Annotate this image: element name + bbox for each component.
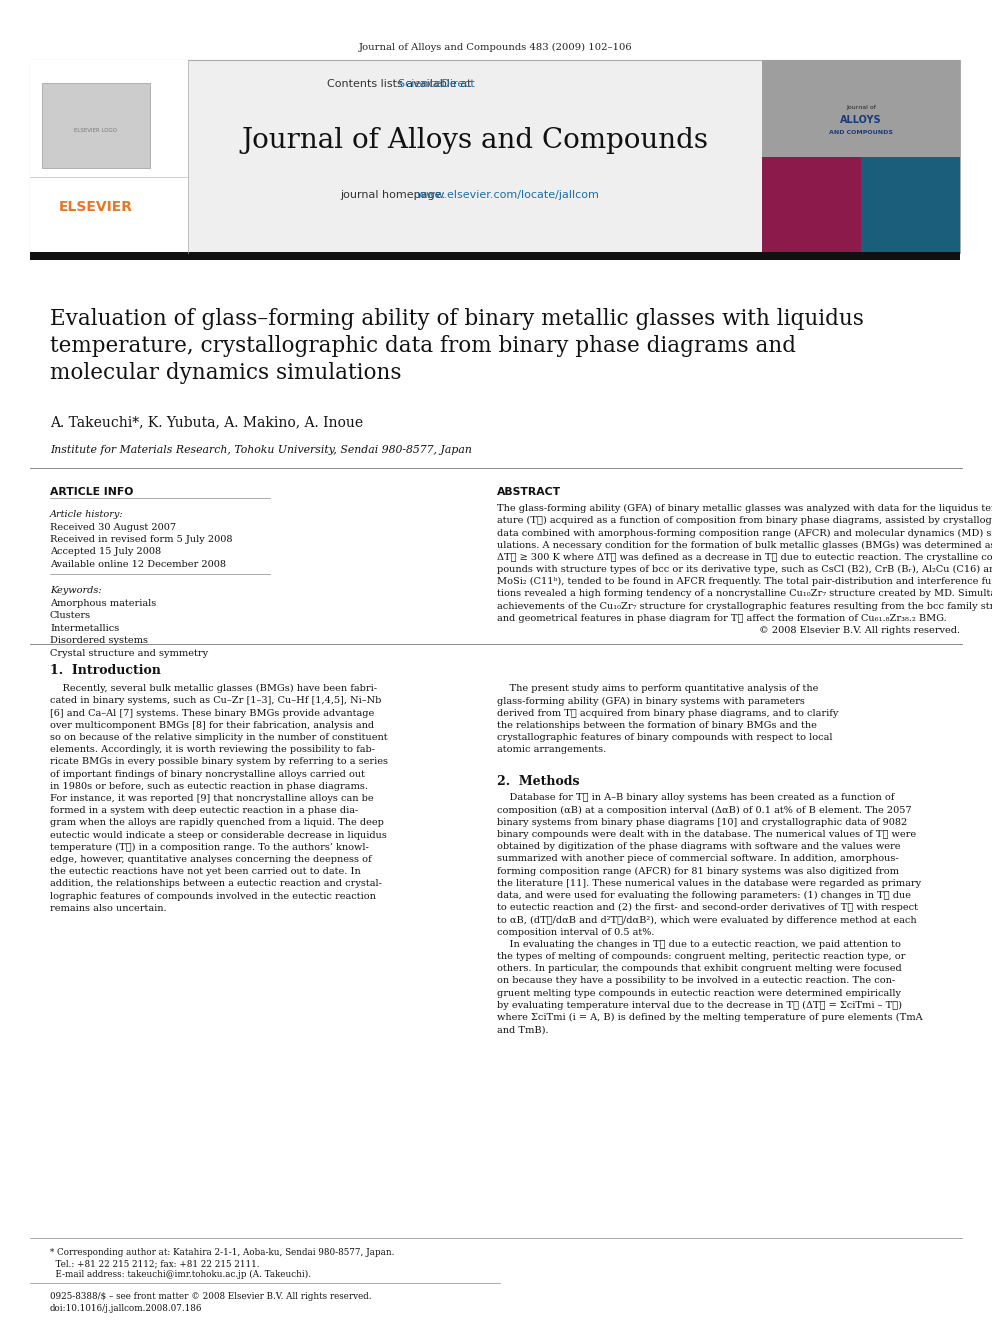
- Text: ΔTℓ ≥ 300 K where ΔTℓ was defined as a decrease in Tℓ due to eutectic reaction. : ΔTℓ ≥ 300 K where ΔTℓ was defined as a d…: [497, 553, 992, 562]
- Text: by evaluating temperature interval due to the decrease in Tℓ (ΔTℓ = ΣciTmi – Tℓ): by evaluating temperature interval due t…: [497, 1000, 902, 1009]
- Text: of important findings of binary noncrystalline alloys carried out: of important findings of binary noncryst…: [50, 770, 365, 779]
- Text: tions revealed a high forming tendency of a noncrystalline Cu₁₀Zr₇ structure cre: tions revealed a high forming tendency o…: [497, 590, 992, 598]
- Text: Disordered systems: Disordered systems: [50, 636, 148, 646]
- Text: ABSTRACT: ABSTRACT: [497, 487, 561, 497]
- Text: Available online 12 December 2008: Available online 12 December 2008: [50, 560, 226, 569]
- Text: The present study aims to perform quantitative analysis of the: The present study aims to perform quanti…: [497, 684, 818, 693]
- Text: to eutectic reaction and (2) the first- and second-order derivatives of Tℓ with : to eutectic reaction and (2) the first- …: [497, 904, 918, 913]
- Bar: [762, 60, 960, 157]
- Text: edge, however, quantitative analyses concerning the deepness of: edge, however, quantitative analyses con…: [50, 855, 372, 864]
- Text: obtained by digitization of the phase diagrams with software and the values were: obtained by digitization of the phase di…: [497, 843, 901, 851]
- Text: the types of melting of compounds: congruent melting, peritectic reaction type, : the types of melting of compounds: congr…: [497, 953, 906, 960]
- Text: Evaluation of glass–forming ability of binary metallic glasses with liquidus
tem: Evaluation of glass–forming ability of b…: [50, 308, 864, 384]
- Text: AND COMPOUNDS: AND COMPOUNDS: [829, 130, 893, 135]
- Text: Database for Tℓ in A–B binary alloy systems has been created as a function of: Database for Tℓ in A–B binary alloy syst…: [497, 794, 895, 803]
- Text: In evaluating the changes in Tℓ due to a eutectic reaction, we paid attention to: In evaluating the changes in Tℓ due to a…: [497, 939, 901, 949]
- Text: remains also uncertain.: remains also uncertain.: [50, 904, 167, 913]
- Text: pounds with structure types of bcc or its derivative type, such as CsCl (B2), Cr: pounds with structure types of bcc or it…: [497, 565, 992, 574]
- Text: 1.  Introduction: 1. Introduction: [50, 664, 161, 677]
- Text: Crystal structure and symmetry: Crystal structure and symmetry: [50, 648, 208, 658]
- Text: eutectic would indicate a steep or considerable decrease in liquidus: eutectic would indicate a steep or consi…: [50, 831, 387, 840]
- Text: www.elsevier.com/locate/jallcom: www.elsevier.com/locate/jallcom: [340, 191, 599, 200]
- Text: For instance, it was reported [9] that noncrystalline alloys can be: For instance, it was reported [9] that n…: [50, 794, 374, 803]
- Text: ELSEVIER: ELSEVIER: [59, 200, 133, 214]
- Text: ScienceDirect: ScienceDirect: [294, 79, 475, 89]
- Text: gruent melting type compounds in eutectic reaction were determined empirically: gruent melting type compounds in eutecti…: [497, 988, 901, 998]
- Text: binary compounds were dealt with in the database. The numerical values of Tℓ wer: binary compounds were dealt with in the …: [497, 830, 917, 839]
- Bar: [42, 83, 150, 168]
- Bar: [30, 60, 960, 253]
- Text: ature (Tℓ) acquired as a function of composition from binary phase diagrams, ass: ature (Tℓ) acquired as a function of com…: [497, 516, 992, 525]
- Text: binary systems from binary phase diagrams [10] and crystallographic data of 9082: binary systems from binary phase diagram…: [497, 818, 908, 827]
- Text: Tel.: +81 22 215 2112; fax: +81 22 215 2111.: Tel.: +81 22 215 2112; fax: +81 22 215 2…: [50, 1259, 260, 1267]
- Text: Received in revised form 5 July 2008: Received in revised form 5 July 2008: [50, 536, 232, 544]
- Text: ARTICLE INFO: ARTICLE INFO: [50, 487, 133, 497]
- Text: The glass-forming ability (GFA) of binary metallic glasses was analyzed with dat: The glass-forming ability (GFA) of binar…: [497, 504, 992, 513]
- Text: Contents lists available at: Contents lists available at: [327, 79, 475, 89]
- Text: Clusters: Clusters: [50, 611, 91, 620]
- Bar: [861, 157, 960, 253]
- Text: temperature (Tℓ) in a composition range. To the authors’ knowl-: temperature (Tℓ) in a composition range.…: [50, 843, 369, 852]
- Text: Journal of Alloys and Compounds 483 (2009) 102–106: Journal of Alloys and Compounds 483 (200…: [359, 42, 633, 52]
- Text: composition interval of 0.5 at%.: composition interval of 0.5 at%.: [497, 927, 655, 937]
- Text: addition, the relationships between a eutectic reaction and crystal-: addition, the relationships between a eu…: [50, 880, 382, 889]
- Text: gram when the alloys are rapidly quenched from a liquid. The deep: gram when the alloys are rapidly quenche…: [50, 819, 384, 827]
- Text: elements. Accordingly, it is worth reviewing the possibility to fab-: elements. Accordingly, it is worth revie…: [50, 745, 375, 754]
- Text: ricate BMGs in every possible binary system by referring to a series: ricate BMGs in every possible binary sys…: [50, 757, 388, 766]
- Text: and geometrical features in phase diagram for Tℓ affect the formation of Cu₆₁.₈Z: and geometrical features in phase diagra…: [497, 614, 946, 623]
- Text: cated in binary systems, such as Cu–Zr [1–3], Cu–Hf [1,4,5], Ni–Nb: cated in binary systems, such as Cu–Zr […: [50, 696, 381, 705]
- Text: Article history:: Article history:: [50, 509, 124, 519]
- Text: Recently, several bulk metallic glasses (BMGs) have been fabri-: Recently, several bulk metallic glasses …: [50, 684, 377, 693]
- Text: ALLOYS: ALLOYS: [840, 115, 882, 124]
- Text: derived from Tℓ acquired from binary phase diagrams, and to clarify: derived from Tℓ acquired from binary pha…: [497, 709, 838, 717]
- Text: the eutectic reactions have not yet been carried out to date. In: the eutectic reactions have not yet been…: [50, 867, 361, 876]
- Text: data combined with amorphous-forming composition range (AFCR) and molecular dyna: data combined with amorphous-forming com…: [497, 528, 992, 537]
- Text: glass-forming ability (GFA) in binary systems with parameters: glass-forming ability (GFA) in binary sy…: [497, 696, 805, 705]
- Text: Accepted 15 July 2008: Accepted 15 July 2008: [50, 548, 161, 557]
- Text: E-mail address: takeuchi@imr.tohoku.ac.jp (A. Takeuchi).: E-mail address: takeuchi@imr.tohoku.ac.j…: [50, 1270, 311, 1279]
- Text: Received 30 August 2007: Received 30 August 2007: [50, 523, 177, 532]
- Text: achievements of the Cu₁₀Zr₇ structure for crystallographic features resulting fr: achievements of the Cu₁₀Zr₇ structure fo…: [497, 602, 992, 611]
- Text: to αB, (dTℓ/dαB and d²Tℓ/dαB²), which were evaluated by difference method at eac: to αB, (dTℓ/dαB and d²Tℓ/dαB²), which we…: [497, 916, 917, 925]
- Text: Intermetallics: Intermetallics: [50, 624, 119, 632]
- Text: * Corresponding author at: Katahira 2-1-1, Aoba-ku, Sendai 980-8577, Japan.: * Corresponding author at: Katahira 2-1-…: [50, 1248, 395, 1257]
- Text: on because they have a possibility to be involved in a eutectic reaction. The co: on because they have a possibility to be…: [497, 976, 895, 986]
- Text: 2.  Methods: 2. Methods: [497, 775, 579, 789]
- Text: composition (αB) at a composition interval (ΔαB) of 0.1 at% of B element. The 20: composition (αB) at a composition interv…: [497, 806, 912, 815]
- Text: Keywords:: Keywords:: [50, 586, 101, 595]
- Text: doi:10.1016/j.jallcom.2008.07.186: doi:10.1016/j.jallcom.2008.07.186: [50, 1304, 202, 1312]
- Text: data, and were used for evaluating the following parameters: (1) changes in Tℓ d: data, and were used for evaluating the f…: [497, 890, 911, 900]
- Text: Institute for Materials Research, Tohoku University, Sendai 980-8577, Japan: Institute for Materials Research, Tohoku…: [50, 445, 472, 455]
- Text: [6] and Ca–Al [7] systems. These binary BMGs provide advantage: [6] and Ca–Al [7] systems. These binary …: [50, 709, 374, 717]
- Text: atomic arrangements.: atomic arrangements.: [497, 745, 606, 754]
- Text: so on because of the relative simplicity in the number of constituent: so on because of the relative simplicity…: [50, 733, 388, 742]
- Text: the literature [11]. These numerical values in the database were regarded as pri: the literature [11]. These numerical val…: [497, 878, 922, 888]
- Bar: [30, 60, 188, 253]
- Bar: [30, 251, 960, 261]
- Text: ulations. A necessary condition for the formation of bulk metallic glasses (BMGs: ulations. A necessary condition for the …: [497, 541, 992, 550]
- Text: Journal of: Journal of: [846, 106, 876, 111]
- Text: 0925-8388/$ – see front matter © 2008 Elsevier B.V. All rights reserved.: 0925-8388/$ – see front matter © 2008 El…: [50, 1293, 371, 1301]
- Text: summarized with another piece of commercial software. In addition, amorphous-: summarized with another piece of commerc…: [497, 855, 899, 864]
- Text: ELSEVIER LOGO: ELSEVIER LOGO: [74, 127, 117, 132]
- Text: formed in a system with deep eutectic reaction in a phase dia-: formed in a system with deep eutectic re…: [50, 806, 358, 815]
- Text: MoSi₂ (C11ᵇ), tended to be found in AFCR frequently. The total pair-distribution: MoSi₂ (C11ᵇ), tended to be found in AFCR…: [497, 577, 992, 586]
- Text: A. Takeuchi*, K. Yubuta, A. Makino, A. Inoue: A. Takeuchi*, K. Yubuta, A. Makino, A. I…: [50, 415, 363, 429]
- Text: the relationships between the formation of binary BMGs and the: the relationships between the formation …: [497, 721, 816, 730]
- Text: forming composition range (AFCR) for 81 binary systems was also digitized from: forming composition range (AFCR) for 81 …: [497, 867, 899, 876]
- Text: Journal of Alloys and Compounds: Journal of Alloys and Compounds: [241, 127, 708, 153]
- Text: over multicomponent BMGs [8] for their fabrication, analysis and: over multicomponent BMGs [8] for their f…: [50, 721, 374, 730]
- Text: in 1980s or before, such as eutectic reaction in phase diagrams.: in 1980s or before, such as eutectic rea…: [50, 782, 368, 791]
- Text: journal homepage:: journal homepage:: [340, 191, 448, 200]
- Text: crystallographic features of binary compounds with respect to local: crystallographic features of binary comp…: [497, 733, 832, 742]
- Bar: [762, 157, 861, 253]
- Text: © 2008 Elsevier B.V. All rights reserved.: © 2008 Elsevier B.V. All rights reserved…: [759, 626, 960, 635]
- Text: others. In particular, the compounds that exhibit congruent melting were focused: others. In particular, the compounds tha…: [497, 964, 902, 974]
- Text: lographic features of compounds involved in the eutectic reaction: lographic features of compounds involved…: [50, 892, 376, 901]
- Text: Amorphous materials: Amorphous materials: [50, 599, 157, 607]
- Text: where ΣciTmi (i = A, B) is defined by the melting temperature of pure elements (: where ΣciTmi (i = A, B) is defined by th…: [497, 1013, 923, 1023]
- Text: and TmB).: and TmB).: [497, 1025, 549, 1035]
